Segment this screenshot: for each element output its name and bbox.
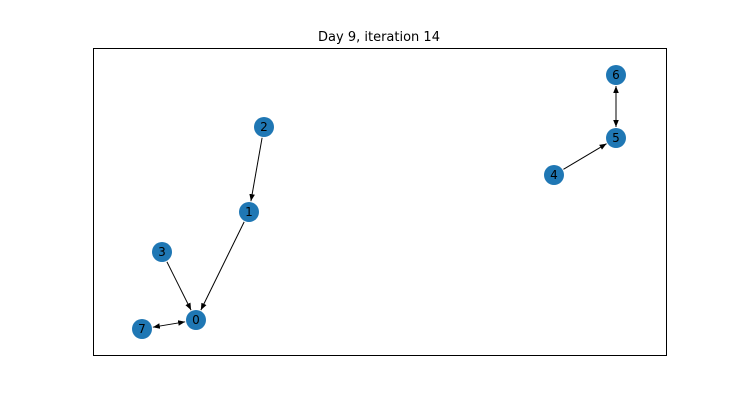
edge-0-7 <box>152 320 186 329</box>
node-circle-2 <box>254 117 274 137</box>
node-label-7: 7 <box>138 322 146 336</box>
node-label-1: 1 <box>245 205 253 219</box>
edge-1-0 <box>200 221 245 311</box>
node-label-3: 3 <box>158 245 166 259</box>
node-label-4: 4 <box>550 168 558 182</box>
node-circle-3 <box>152 242 172 262</box>
node-6: 6 <box>606 65 626 85</box>
chart-title: Day 9, iteration 14 <box>318 30 440 45</box>
node-circle-4 <box>544 165 564 185</box>
node-label-6: 6 <box>612 68 620 82</box>
edge-4-5 <box>563 143 607 170</box>
node-4: 4 <box>544 165 564 185</box>
node-2: 2 <box>254 117 274 137</box>
node-circle-0 <box>186 310 206 330</box>
node-label-2: 2 <box>260 120 268 134</box>
node-label-0: 0 <box>192 313 200 327</box>
plot-frame <box>93 48 667 356</box>
node-circle-5 <box>606 128 626 148</box>
node-0: 0 <box>186 310 206 330</box>
node-1: 1 <box>239 202 259 222</box>
node-3: 3 <box>152 242 172 262</box>
edge-3-0 <box>166 261 192 311</box>
edges-layer <box>152 86 619 329</box>
node-7: 7 <box>132 319 152 339</box>
node-circle-1 <box>239 202 259 222</box>
node-circle-7 <box>132 319 152 339</box>
edge-2-1 <box>249 137 263 202</box>
node-label-5: 5 <box>612 131 620 145</box>
node-circle-6 <box>606 65 626 85</box>
nodes-layer: 0 1 2 3 4 5 6 7 <box>132 65 626 339</box>
node-5: 5 <box>606 128 626 148</box>
